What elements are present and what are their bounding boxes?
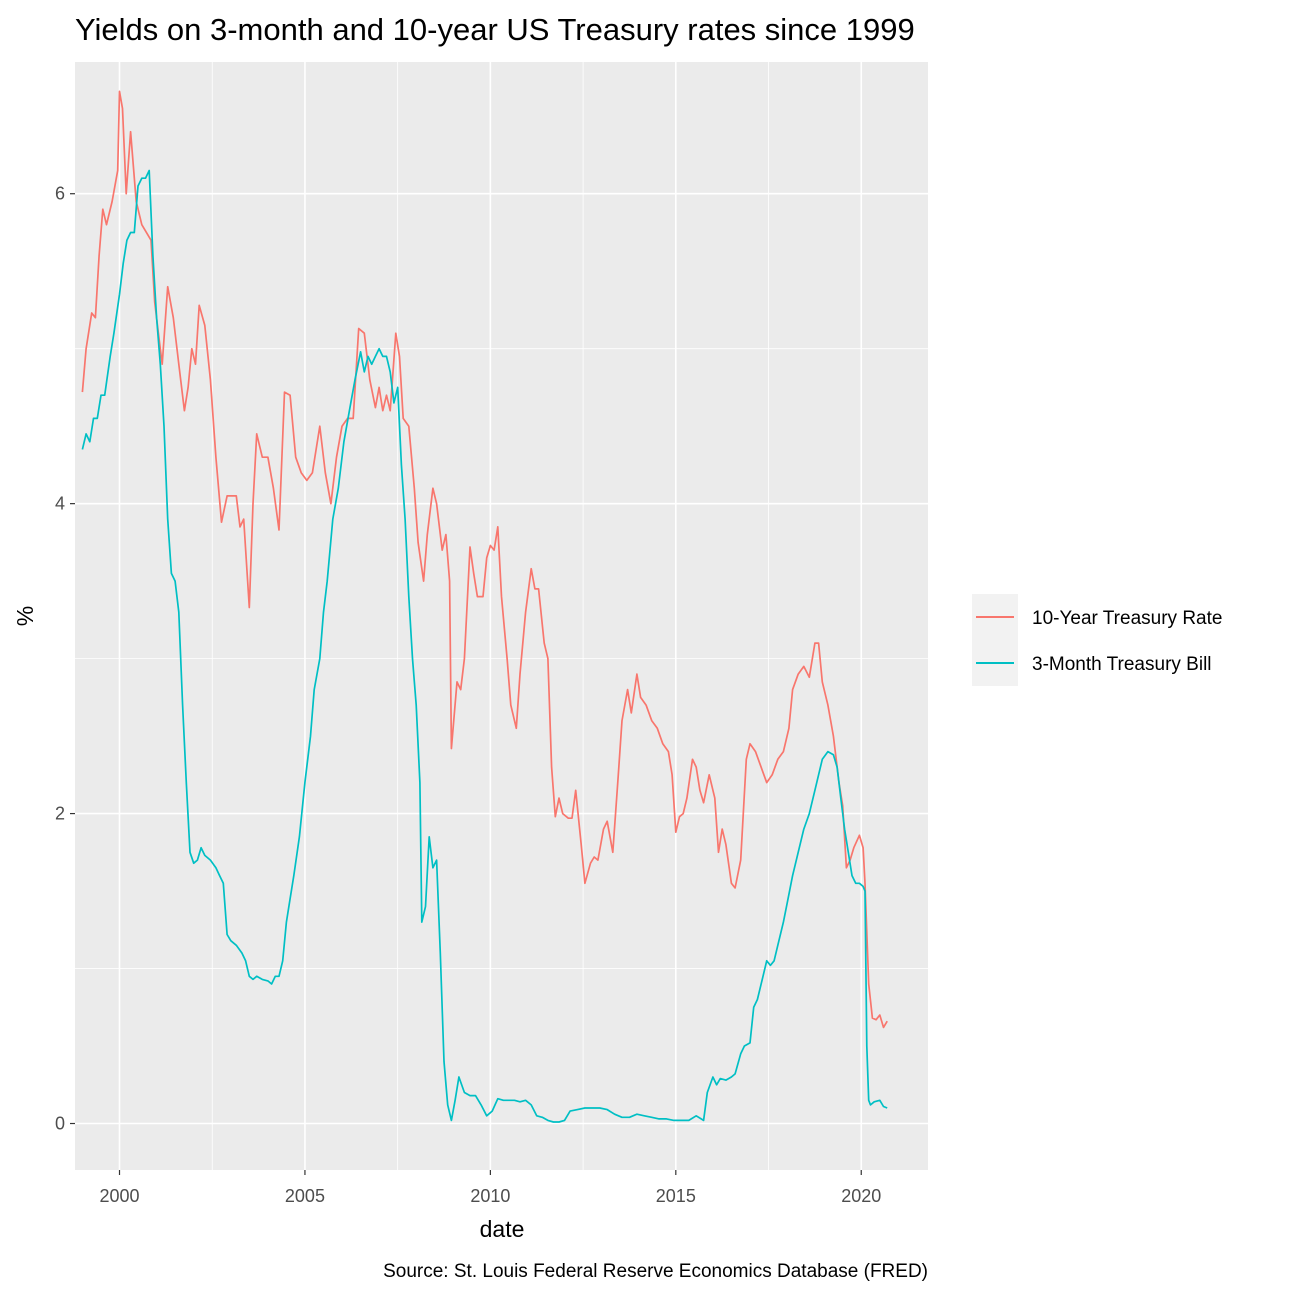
legend-label-10-year: 10-Year Treasury Rate — [1032, 608, 1222, 629]
source-caption: Source: St. Louis Federal Reserve Econom… — [383, 1261, 928, 1282]
y-axis-title: % — [12, 606, 38, 626]
legend-key-background — [972, 594, 1018, 686]
y-tick-label: 0 — [55, 1114, 65, 1134]
legend: 10-Year Treasury Rate 3-Month Treasury B… — [972, 594, 1222, 686]
plot-panel — [75, 62, 928, 1170]
x-tick-label: 2010 — [470, 1186, 510, 1206]
x-tick-label: 2000 — [99, 1186, 139, 1206]
series-line-3-month — [81, 169, 888, 1123]
x-tick-label: 2015 — [656, 1186, 696, 1206]
x-tick-label: 2005 — [285, 1186, 325, 1206]
y-tick-label: 6 — [55, 184, 65, 204]
x-tick-label: 2020 — [841, 1186, 881, 1206]
series-layer — [81, 90, 888, 1123]
legend-label-3-month: 3-Month Treasury Bill — [1032, 654, 1212, 675]
grid-minor — [75, 62, 928, 1170]
y-tick-label: 4 — [55, 494, 65, 514]
chart-title: Yields on 3-month and 10-year US Treasur… — [75, 12, 915, 47]
x-axis: 2000 2005 2010 2015 2020 — [99, 1170, 881, 1206]
y-axis: 0 2 4 6 — [55, 184, 75, 1134]
y-tick-label: 2 — [55, 804, 65, 824]
series-line-10-year — [81, 90, 888, 1029]
x-axis-title: date — [480, 1216, 525, 1242]
grid-major — [75, 62, 928, 1170]
